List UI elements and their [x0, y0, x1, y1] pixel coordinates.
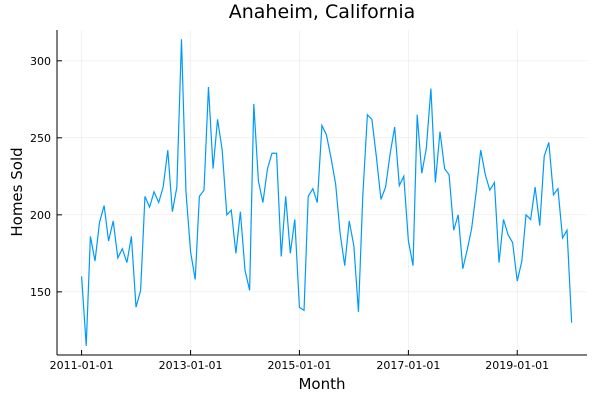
y-tick-label: 200	[30, 209, 51, 222]
chart-title: Anaheim, California	[229, 1, 416, 23]
x-axis-label: Month	[298, 375, 345, 393]
y-axis-label: Homes Sold	[8, 147, 26, 236]
x-tick-label: 2019-01-01	[485, 359, 549, 372]
y-tick-label: 150	[30, 286, 51, 299]
y-tick-label: 250	[30, 132, 51, 145]
x-tick-label: 2017-01-01	[376, 359, 440, 372]
x-tick-label: 2013-01-01	[159, 359, 223, 372]
x-tick-label: 2011-01-01	[50, 359, 114, 372]
x-tick-label: 2015-01-01	[267, 359, 331, 372]
data-line	[81, 39, 573, 346]
y-tick-label: 300	[30, 55, 51, 68]
